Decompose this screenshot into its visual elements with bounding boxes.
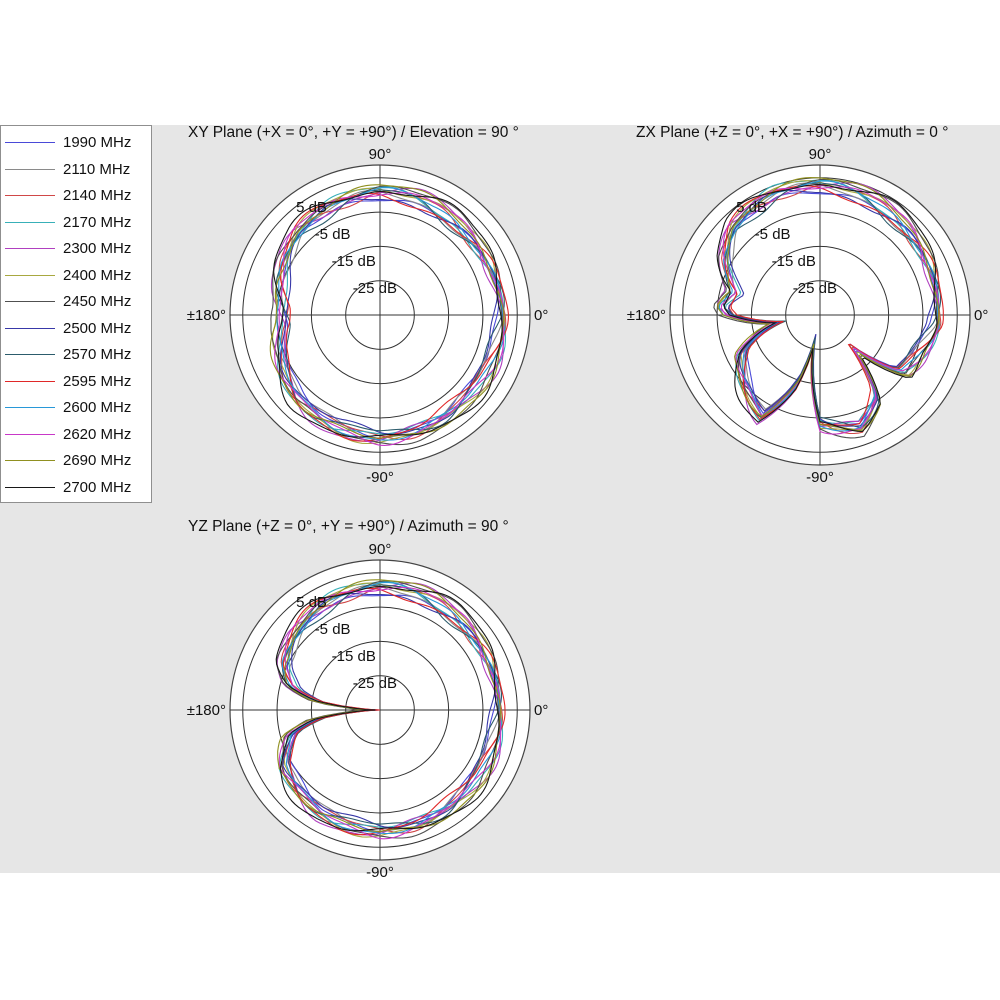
trace-2700-mhz [716,184,938,433]
legend-swatch [5,142,55,143]
legend-item: 2140 MHz [1,183,153,209]
radial-label: -25 dB [353,675,397,692]
radial-label: -15 dB [772,253,816,270]
legend-swatch [5,433,55,435]
legend-swatch [5,301,55,302]
legend-item: 2170 MHz [1,210,153,236]
trace-2300-mhz [270,187,504,443]
legend-item: 2300 MHz [1,236,153,262]
trace-2595-mhz [280,192,510,442]
radial-label: -5 dB [315,621,351,638]
legend-swatch [5,486,55,488]
legend-label: 2500 MHz [63,319,132,337]
legend-swatch [5,274,55,276]
legend-item: 2400 MHz [1,263,153,289]
legend-swatch [5,407,55,408]
angle-label-minus-90: -90° [366,864,394,881]
legend-label: 2690 MHz [63,452,132,469]
legend-label: 2450 MHz [63,293,132,310]
legend-swatch [5,354,55,355]
angle-label-90: 90° [369,146,392,163]
trace-2620-mhz [274,192,505,446]
angle-label-0: 0° [974,307,988,324]
radial-label: -25 dB [353,280,397,297]
legend-swatch [5,460,55,461]
legend-item: 2600 MHz [1,395,153,421]
legend-swatch [5,380,55,382]
legend-item: 2500 MHz [1,316,153,342]
legend-item: 2570 MHz [1,342,153,368]
legend-label: 1990 MHz [63,134,132,151]
polar-chart-1: 90° -90° ±180° 0° 5 dB -5 dB -15 dB -25 dB [187,146,549,486]
legend: 1990 MHz 2110 MHz 2140 MHz 2170 MHz 2300 MHz… [0,125,152,503]
legend-swatch [5,327,55,329]
legend-swatch [5,168,55,170]
legend-label: 2170 MHz [63,213,132,231]
trace-2595-mhz [282,587,506,836]
radial-label: 5 dB [736,199,767,216]
legend-label: 2300 MHz [63,240,132,257]
legend-item: 2110 MHz [1,157,153,183]
radial-label: 5 dB [296,594,327,611]
radial-label: -5 dB [315,226,351,243]
radial-label: -15 dB [332,253,376,270]
legend-label: 2595 MHz [63,372,132,390]
legend-label: 2600 MHz [63,399,132,416]
legend-swatch [5,248,55,249]
angle-label-180: ±180° [187,307,226,324]
trace-2700-mhz [273,190,503,438]
angle-label-90: 90° [809,146,832,163]
legend-item: 2595 MHz [1,369,153,395]
radial-label: -15 dB [332,648,376,665]
legend-label: 2620 MHz [63,425,132,443]
trace-2690-mhz [717,177,940,432]
polar-chart-2: 90° -90° ±180° 0° 5 dB -5 dB -15 dB -25 dB [627,146,989,486]
angle-label-minus-90: -90° [806,469,834,486]
xy-plane-title: XY Plane (+X = 0°, +Y = +90°) / Elevatio… [188,124,519,141]
trace-2700-mhz [275,585,500,832]
legend-item: 2700 MHz [1,475,153,501]
legend-item: 2690 MHz [1,448,153,474]
trace-2690-mhz [269,184,505,439]
trace-2595-mhz [723,185,944,426]
legend-label: 2700 MHz [63,478,132,496]
legend-item: 1990 MHz [1,130,153,156]
legend-label: 2110 MHz [63,160,131,178]
legend-label: 2140 MHz [63,187,132,204]
polar-chart-3: 90° -90° ±180° 0° 5 dB -5 dB -15 dB -25 dB [187,541,549,881]
trace-2570-mhz [722,182,942,429]
angle-label-0: 0° [534,702,548,719]
legend-item: 2450 MHz [1,289,153,315]
radial-label: 5 dB [296,199,327,216]
legend-swatch [5,221,55,223]
yz-plane-title: YZ Plane (+Z = 0°, +Y = +90°) / Azimuth … [188,518,509,535]
angle-label-minus-90: -90° [366,469,394,486]
radial-label: -5 dB [755,226,791,243]
legend-label: 2570 MHz [63,346,132,363]
radial-label: -25 dB [793,280,837,297]
angle-label-90: 90° [369,541,392,558]
angle-label-180: ±180° [627,307,666,324]
angle-label-0: 0° [534,307,548,324]
legend-label: 2400 MHz [63,266,132,284]
angle-label-180: ±180° [187,702,226,719]
trace-2500-mhz [279,198,499,435]
trace-2570-mhz [275,189,505,432]
zx-plane-title: ZX Plane (+Z = 0°, +X = +90°) / Azimuth … [636,124,949,141]
trace-2620-mhz [720,186,940,435]
legend-swatch [5,195,55,196]
legend-item: 2620 MHz [1,422,153,448]
